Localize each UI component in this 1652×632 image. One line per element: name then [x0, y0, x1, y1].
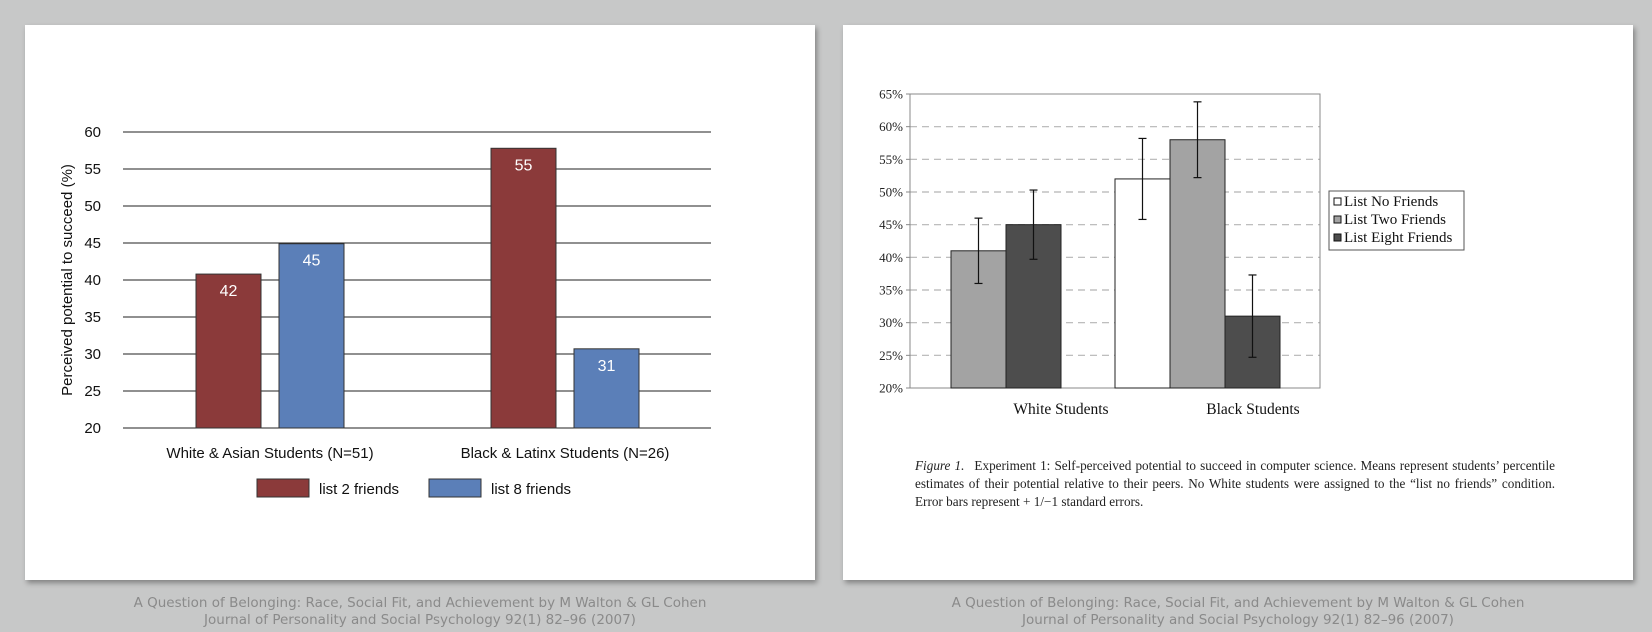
right-citation-line2: Journal of Personality and Social Psycho…: [1022, 612, 1454, 628]
legend-swatch: [428, 478, 482, 498]
legend-swatch: [256, 478, 310, 498]
y-tick-label: 35: [84, 309, 101, 326]
y-tick-label: 20%: [879, 381, 903, 396]
legend-label: List Two Friends: [1344, 212, 1446, 228]
left-citation-line2: Journal of Personality and Social Psycho…: [204, 612, 636, 628]
y-tick-label: 30: [84, 346, 101, 363]
y-tick-label: 55%: [879, 152, 903, 167]
y-tick-label: 55: [84, 161, 101, 178]
y-axis-label: Perceived potential to succeed (%): [59, 164, 76, 396]
bar: [490, 147, 557, 429]
data-label: 42: [220, 283, 238, 300]
figure-caption-label: Figure 1.: [915, 458, 965, 473]
figure-caption: Figure 1. Experiment 1: Self-perceived po…: [915, 457, 1555, 511]
y-tick-label: 50: [84, 198, 101, 215]
y-tick-label: 25%: [879, 348, 903, 363]
y-tick-label: 60: [84, 124, 101, 141]
y-tick-label: 35%: [879, 283, 903, 298]
bar: [278, 243, 345, 429]
legend-label: List No Friends: [1344, 194, 1438, 210]
y-tick-label: 45: [84, 235, 101, 252]
y-tick-label: 65%: [879, 87, 903, 102]
y-tick-label: 60%: [879, 119, 903, 134]
left-citation-line1: A Question of Belonging: Race, Social Fi…: [133, 595, 707, 611]
legend-swatch: [1333, 197, 1342, 206]
y-tick-label: 40: [84, 272, 101, 289]
x-tick-label: Black Students: [1206, 401, 1299, 418]
y-tick-label: 50%: [879, 185, 903, 200]
legend-label: List Eight Friends: [1344, 230, 1452, 246]
left-citation: A Question of Belonging: Race, Social Fi…: [25, 595, 815, 629]
data-label: 55: [515, 157, 533, 174]
bar: [1169, 139, 1226, 389]
y-tick-label: 25: [84, 383, 101, 400]
data-label: 45: [303, 253, 321, 270]
right-chart: 20% 25% 30% 35% 40% 45% 50% 55% 60% 65% White Stud…: [879, 87, 1465, 418]
legend-swatch: [1333, 215, 1342, 224]
legend-box: [1328, 190, 1465, 251]
right-citation: A Question of Belonging: Race, Social Fi…: [843, 595, 1633, 629]
legend-label: list 2 friends: [319, 481, 399, 498]
y-tick-label: 40%: [879, 250, 903, 265]
legend-swatch: [1333, 233, 1342, 242]
left-slide: 20 25 30 35 40 45 50 55 60 Perceived potential to…: [25, 25, 815, 580]
y-tick-label: 20: [84, 420, 101, 437]
figure-caption-text: Experiment 1: Self-perceived potential t…: [915, 458, 1555, 509]
right-slide: 20% 25% 30% 35% 40% 45% 50% 55% 60% 65% White Stud…: [843, 25, 1633, 580]
y-tick-label: 45%: [879, 217, 903, 232]
bar: [195, 273, 262, 429]
x-tick-label: White & Asian Students (N=51): [166, 445, 373, 462]
legend-label: list 8 friends: [491, 481, 571, 498]
x-tick-label: Black & Latinx Students (N=26): [461, 445, 670, 462]
right-citation-line1: A Question of Belonging: Race, Social Fi…: [951, 595, 1525, 611]
data-label: 31: [598, 358, 616, 375]
left-chart: 20 25 30 35 40 45 50 55 60 Perceived potential to…: [59, 124, 711, 498]
x-tick-label: White Students: [1013, 401, 1108, 418]
y-tick-label: 30%: [879, 315, 903, 330]
bar: [573, 348, 640, 429]
